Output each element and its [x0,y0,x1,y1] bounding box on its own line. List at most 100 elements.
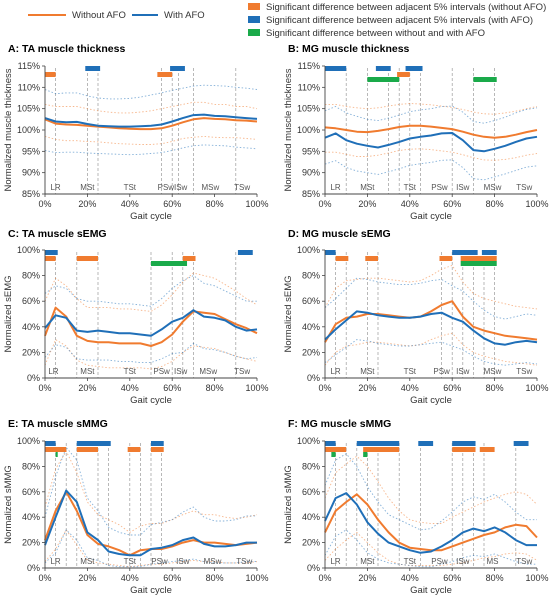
phase-label: LR [330,557,340,566]
x-tick-label: 100% [525,199,548,209]
series-line-with-afo [44,489,257,557]
x-tick-label: 100% [525,573,548,583]
sd-band-line [324,453,537,531]
sig-bar-without [76,256,98,261]
sd-band-line [44,101,258,114]
x-tick-label: 0% [38,383,51,393]
sig-bar-with [356,441,400,446]
x-tick-label: 20% [358,199,376,209]
sig-bar-with [76,441,111,446]
phase-label: MSw [204,557,222,566]
x-tick-label: 100% [245,383,268,393]
panel-title: E: TA muscle sMMG [8,418,108,430]
sig-bar-with [151,441,164,446]
x-axis-label: Gait cycle [130,395,172,406]
phase-label: MSt [80,367,95,376]
sd-band-line [324,264,538,310]
sig-bar-without [439,256,453,261]
phase-label: ISw [456,367,470,376]
y-tick-label: 110% [18,82,40,92]
x-tick-label: 0% [318,573,331,583]
phase-label: TSt [404,557,417,566]
series-line-without-afo [324,493,538,552]
series-line-with-afo [324,492,537,554]
x-tick-label: 40% [121,199,139,209]
y-tick-label: 80% [302,461,320,471]
y-axis-label: Normalized muscle thickness [283,68,294,191]
phase-label: PSw [433,367,450,376]
y-tick-label: 105% [297,104,320,114]
panel-c: C: TA muscle sEMG 0% 20% 40% 60% 80% 100% 0% 20%… [3,228,269,406]
sig-bar-with [45,441,56,446]
sd-band-line [44,446,257,536]
y-axis-label: Normalized sEMG [283,275,294,352]
x-tick-label: 100% [245,199,268,209]
sd-band-line [324,105,538,124]
y-tick-label: 80% [302,271,320,281]
x-tick-label: 100% [245,573,268,583]
sig-bar-with [45,250,58,255]
phase-label: TSw [234,367,250,376]
sig-bar-without [45,447,67,452]
phase-label: PSw [153,367,170,376]
y-tick-label: 40% [22,322,40,332]
y-tick-label: 60% [22,296,40,306]
phase-label: TSw [516,183,532,192]
y-tick-label: 85% [22,189,40,199]
y-tick-label: 110% [298,82,320,92]
y-tick-label: 90% [302,168,320,178]
phase-label: MSt [360,557,375,566]
y-tick-label: 20% [22,347,40,357]
y-tick-label: 20% [302,347,320,357]
phase-label: ISw [174,183,188,192]
x-tick-label: 40% [121,573,139,583]
y-tick-label: 100% [17,245,40,255]
phase-label: TSt [124,557,137,566]
sig-bar-without [127,447,141,452]
x-tick-label: 100% [525,383,548,393]
sig-bar-with [513,441,529,446]
y-tick-label: 100% [297,436,320,446]
sig-bar-without [151,447,164,452]
x-tick-label: 80% [206,199,224,209]
y-tick-label: 60% [302,296,320,306]
phase-label: PSw [158,183,175,192]
y-tick-label: 20% [302,538,320,548]
sig-bar-with [481,250,497,255]
x-tick-label: 60% [443,383,461,393]
sig-bar-between [55,452,58,457]
legend-label-without-afo: Without AFO [72,10,126,21]
panel-title: C: TA muscle sEMG [8,228,107,240]
sd-band-line [44,275,257,307]
y-axis-label: Normalized sMMG [283,465,294,544]
series-line-without-afo [324,124,538,139]
sig-bar-between [473,77,497,82]
sig-bar-without [182,256,196,261]
sig-bar-with [170,66,185,71]
x-tick-label: 60% [163,383,181,393]
y-tick-label: 40% [302,322,320,332]
y-tick-label: 115% [298,61,320,71]
sig-bar-without [157,72,173,77]
y-tick-label: 60% [22,487,40,497]
x-tick-label: 60% [163,573,181,583]
y-tick-label: 40% [302,512,320,522]
phase-label: TSw [516,557,532,566]
sig-bar-without [335,256,349,261]
x-tick-label: 20% [78,199,96,209]
y-tick-label: 40% [22,512,40,522]
phase-label: TSt [404,367,417,376]
phase-label: ISw [456,183,470,192]
x-tick-label: 20% [358,383,376,393]
y-tick-label: 115% [18,61,40,71]
phase-label: PSw [151,557,168,566]
sig-bar-without [45,72,56,77]
sd-band-line [44,84,258,100]
y-tick-label: 0% [27,563,40,573]
sd-band-line [44,144,258,156]
y-tick-label: 0% [27,373,40,383]
sd-band-line [324,277,538,320]
phase-label: ISw [174,367,188,376]
phase-label: MSw [484,367,502,376]
